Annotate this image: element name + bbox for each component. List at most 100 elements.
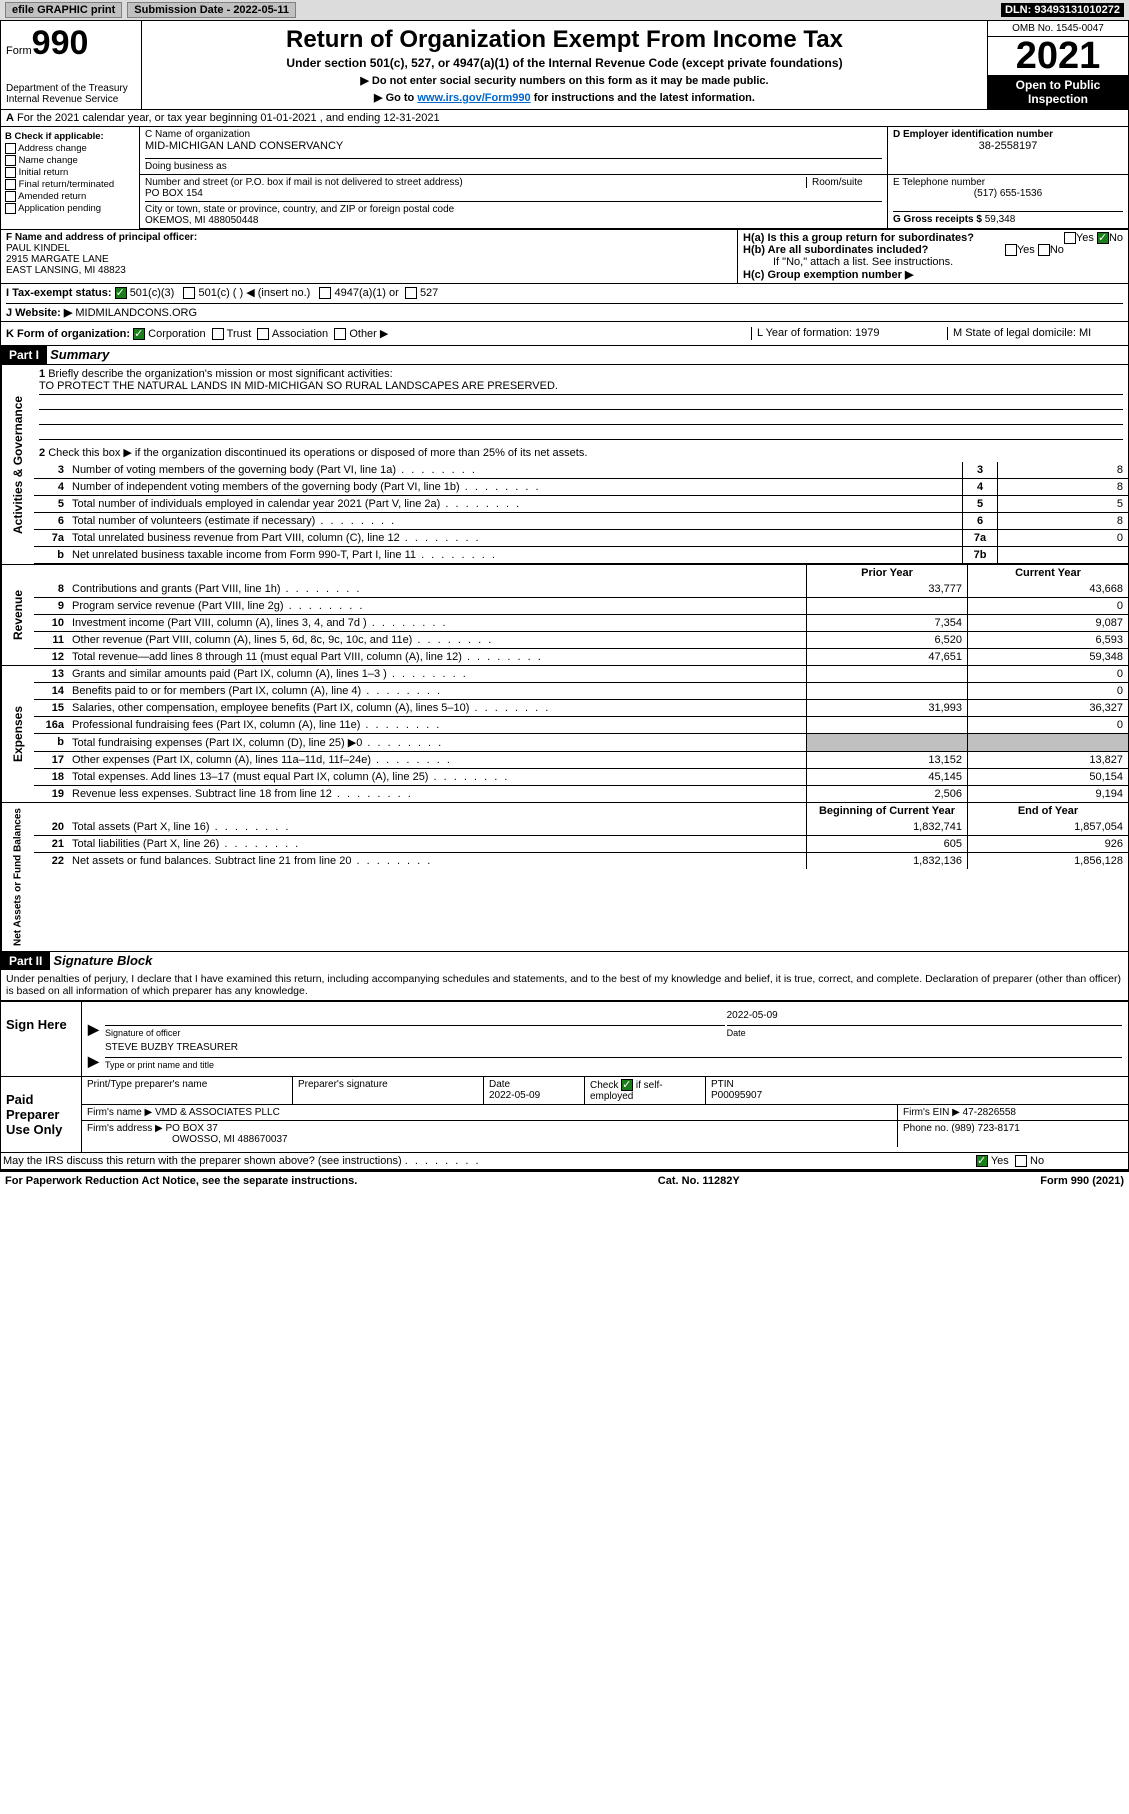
summary-row: 3Number of voting members of the governi… (34, 462, 1128, 479)
chk-name-change[interactable]: Name change (5, 155, 135, 166)
sig-date-label: Date (727, 1028, 1122, 1038)
arrow-icon: ▶ (88, 1053, 99, 1069)
row-a-tax-year: A For the 2021 calendar year, or tax yea… (1, 110, 1128, 127)
footer-paperwork: For Paperwork Reduction Act Notice, see … (5, 1175, 357, 1187)
q2-label: Check this box ▶ if the organization dis… (48, 447, 587, 459)
chk-self-employed[interactable] (621, 1079, 633, 1091)
summary-row: 16aProfessional fundraising fees (Part I… (34, 717, 1128, 734)
signer-name: STEVE BUZBY TREASURER (105, 1042, 1122, 1058)
ha-yes[interactable] (1064, 232, 1076, 244)
firm-city: OWOSSO, MI 488670037 (87, 1134, 288, 1145)
summary-row: 21Total liabilities (Part X, line 26)605… (34, 836, 1128, 853)
sign-here-label: Sign Here (1, 1002, 82, 1076)
officer-addr1: 2915 MARGATE LANE (6, 254, 109, 265)
street-address: PO BOX 154 (145, 188, 882, 199)
tax-year: 2021 (988, 37, 1128, 75)
chk-trust[interactable] (212, 328, 224, 340)
ha-label: H(a) Is this a group return for subordin… (743, 232, 974, 244)
col-prior: Prior Year (806, 565, 967, 581)
officer-addr2: EAST LANSING, MI 48823 (6, 265, 126, 276)
chk-assoc[interactable] (257, 328, 269, 340)
chk-initial-return[interactable]: Initial return (5, 167, 135, 178)
dept-treasury: Department of the Treasury (6, 83, 136, 94)
chk-527[interactable] (405, 287, 417, 299)
summary-row: bNet unrelated business taxable income f… (34, 547, 1128, 564)
hc-label: H(c) Group exemption number ▶ (743, 269, 913, 281)
summary-row: bTotal fundraising expenses (Part IX, co… (34, 734, 1128, 752)
subtitle-3: ▶ Go to www.irs.gov/Form990 for instruct… (147, 91, 982, 104)
tab-netassets: Net Assets or Fund Balances (1, 803, 34, 951)
year-formation: L Year of formation: 1979 (751, 327, 947, 340)
hb-yes[interactable] (1005, 244, 1017, 256)
form-number: Form990 (6, 24, 136, 63)
summary-row: 4Number of independent voting members of… (34, 479, 1128, 496)
paid-preparer-label: Paid Preparer Use Only (1, 1077, 82, 1152)
ptin-label: PTIN (711, 1079, 734, 1090)
hb-no[interactable] (1038, 244, 1050, 256)
city-state-zip: OKEMOS, MI 488050448 (145, 215, 882, 226)
chk-501c[interactable] (183, 287, 195, 299)
summary-row: 11Other revenue (Part VIII, column (A), … (34, 632, 1128, 649)
row-i-label: I Tax-exempt status: (6, 287, 112, 299)
part2-header: Part II (1, 952, 50, 970)
irs-link[interactable]: www.irs.gov/Form990 (417, 92, 530, 104)
ein-value: 38-2558197 (893, 140, 1123, 152)
summary-row: 22Net assets or fund balances. Subtract … (34, 853, 1128, 869)
ein-label: D Employer identification number (893, 129, 1053, 140)
efile-btn[interactable]: efile GRAPHIC print (5, 2, 122, 18)
summary-row: 5Total number of individuals employed in… (34, 496, 1128, 513)
penalties-text: Under penalties of perjury, I declare th… (1, 970, 1128, 1000)
footer-form: Form 990 (2021) (1040, 1175, 1124, 1187)
section-b-checkboxes: B Check if applicable: Address change Na… (1, 127, 140, 229)
prep-date: 2022-05-09 (489, 1090, 540, 1101)
tab-expenses: Expenses (1, 666, 34, 802)
city-label: City or town, state or province, country… (145, 201, 882, 215)
chk-4947[interactable] (319, 287, 331, 299)
firm-addr: PO BOX 37 (166, 1123, 218, 1134)
signer-name-label: Type or print name and title (105, 1060, 1122, 1070)
org-name: MID-MICHIGAN LAND CONSERVANCY (145, 140, 882, 152)
gross-receipts-value: 59,348 (985, 214, 1016, 225)
chk-501c3[interactable] (115, 287, 127, 299)
mission-text: TO PROTECT THE NATURAL LANDS IN MID-MICH… (39, 380, 1123, 395)
summary-row: 9Program service revenue (Part VIII, lin… (34, 598, 1128, 615)
firm-phone: (989) 723-8171 (951, 1123, 1019, 1134)
chk-address-change[interactable]: Address change (5, 143, 135, 154)
discuss-yes[interactable] (976, 1155, 988, 1167)
prep-name-label: Print/Type preparer's name (87, 1079, 207, 1090)
officer-name: PAUL KINDEL (6, 243, 70, 254)
chk-application-pending[interactable]: Application pending (5, 203, 135, 214)
prep-date-label: Date (489, 1079, 510, 1090)
footer-catno: Cat. No. 11282Y (658, 1175, 740, 1187)
room-label: Room/suite (806, 177, 882, 188)
website: MIDMILANDCONS.ORG (75, 307, 197, 319)
gross-receipts-label: G Gross receipts $ (893, 214, 982, 225)
part2-title: Signature Block (53, 953, 152, 968)
row-j-label: J Website: ▶ (6, 307, 72, 319)
summary-row: 20Total assets (Part X, line 16)1,832,74… (34, 819, 1128, 836)
section-f-label: F Name and address of principal officer: (6, 232, 197, 243)
summary-row: 14Benefits paid to or for members (Part … (34, 683, 1128, 700)
form-header: Form990 Department of the Treasury Inter… (1, 21, 1128, 110)
org-name-label: C Name of organization (145, 129, 882, 140)
firm-addr-label: Firm's address ▶ (87, 1123, 163, 1134)
row-k-label: K Form of organization: (6, 328, 130, 340)
chk-amended-return[interactable]: Amended return (5, 191, 135, 202)
hb-label: H(b) Are all subordinates included? (743, 244, 928, 256)
arrow-icon: ▶ (88, 1021, 99, 1037)
discuss-no[interactable] (1015, 1155, 1027, 1167)
summary-row: 6Total number of volunteers (estimate if… (34, 513, 1128, 530)
chk-final-return[interactable]: Final return/terminated (5, 179, 135, 190)
open-to-public: Open to Public Inspection (988, 75, 1128, 109)
firm-ein-label: Firm's EIN ▶ (903, 1107, 960, 1118)
firm-name: VMD & ASSOCIATES PLLC (155, 1107, 280, 1118)
dln: DLN: 93493131010272 (1001, 3, 1124, 17)
col-current: Current Year (967, 565, 1128, 581)
chk-corp[interactable] (133, 328, 145, 340)
col-end: End of Year (967, 803, 1128, 819)
ha-no[interactable] (1097, 232, 1109, 244)
subtitle-2: ▶ Do not enter social security numbers o… (147, 74, 982, 87)
chk-other[interactable] (334, 328, 346, 340)
summary-row: 7aTotal unrelated business revenue from … (34, 530, 1128, 547)
ptin-value: P00095907 (711, 1090, 762, 1101)
